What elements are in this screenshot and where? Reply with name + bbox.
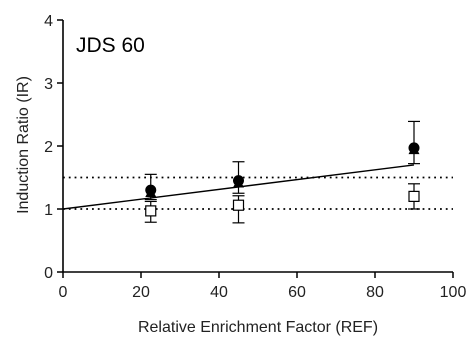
y-tick-label: 1	[44, 202, 53, 219]
filled-triangle-point	[408, 144, 420, 155]
y-tick-label: 0	[44, 265, 53, 282]
data-points	[145, 142, 420, 217]
y-tick-label: 3	[44, 76, 53, 93]
error-bars	[144, 120, 420, 224]
x-axis-ticks: 0 20 40 60 80 100	[59, 272, 467, 301]
x-tick-label: 20	[132, 284, 150, 301]
x-tick-label: 100	[440, 284, 467, 301]
x-axis-title: Relative Enrichment Factor (REF)	[138, 319, 378, 336]
x-tick-label: 40	[210, 284, 228, 301]
axes	[62, 20, 453, 273]
y-tick-label: 2	[44, 139, 53, 156]
y-axis-title: Induction Ratio (IR)	[15, 76, 32, 214]
x-tick-label: 80	[366, 284, 384, 301]
reference-lines	[63, 176, 453, 210]
filled-triangle-point	[145, 186, 157, 197]
panel-label: JDS 60	[76, 34, 145, 57]
x-tick-label: 0	[59, 284, 68, 301]
y-tick-label: 4	[44, 13, 53, 30]
open-square-point	[232, 199, 245, 211]
open-square-point	[145, 205, 157, 217]
filled-triangle-point	[233, 177, 244, 188]
x-tick-label: 60	[288, 284, 306, 301]
open-square-point	[408, 190, 420, 202]
y-axis-ticks: 0 1 2 3 4	[44, 13, 63, 282]
